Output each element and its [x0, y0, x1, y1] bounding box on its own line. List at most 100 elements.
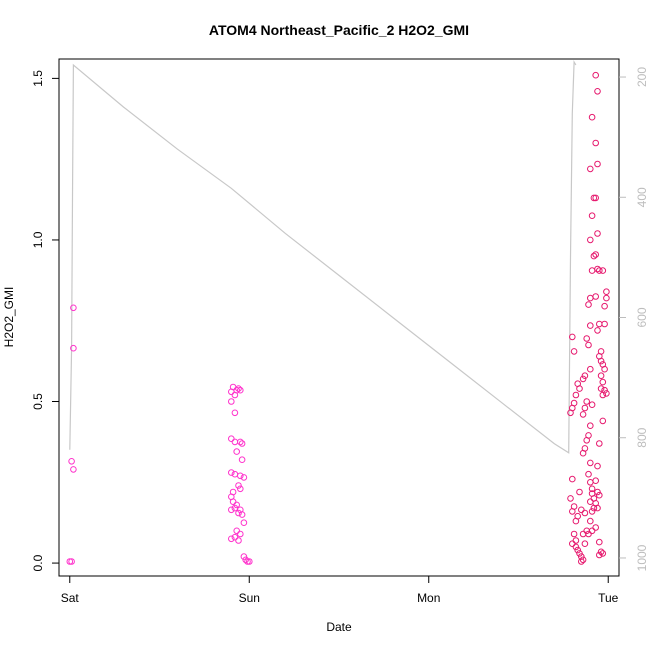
data-point [228, 469, 235, 476]
data-point [587, 422, 594, 430]
data-point [590, 495, 598, 502]
data-point [581, 445, 589, 452]
data-point [570, 399, 578, 407]
x-axis: Sat Sun Mon Tue [61, 575, 619, 605]
data-point [592, 293, 600, 300]
data-point [594, 488, 601, 496]
data-point [587, 236, 594, 244]
data-point [240, 553, 248, 560]
data-point [70, 304, 77, 312]
y-tick-label: 1.0 [31, 231, 45, 248]
data-point [228, 506, 235, 514]
data-point [235, 482, 242, 489]
data-point [585, 301, 592, 308]
data-point [574, 512, 582, 520]
data-point [592, 71, 600, 79]
data-point [231, 409, 239, 417]
x-tick-label: Sat [61, 591, 80, 605]
data-point [592, 194, 600, 202]
y-tick-label: 0.0 [31, 554, 45, 571]
data-point [599, 417, 607, 425]
data-point [587, 479, 594, 486]
data-point [587, 322, 594, 329]
data-point [590, 252, 598, 260]
data-point [587, 517, 594, 525]
data-point [596, 551, 603, 559]
data-point [578, 553, 585, 560]
data-point [567, 409, 574, 417]
data-point [246, 558, 253, 565]
data-point [599, 267, 607, 274]
data-point [592, 139, 600, 147]
data-point [588, 267, 596, 274]
data-point [235, 385, 242, 392]
data-point [237, 386, 244, 394]
data-point [70, 344, 77, 352]
x-tick-label: Tue [598, 591, 619, 605]
data-point [233, 448, 240, 455]
data-point [569, 540, 576, 548]
data-point [244, 558, 251, 565]
data-point [603, 294, 610, 302]
data-point [66, 558, 74, 565]
y-axis: 0.0 0.5 1.0 1.5 [31, 70, 59, 571]
data-point [579, 375, 587, 383]
right-y-axis: 200 400 600 800 1000 [619, 67, 649, 571]
data-point [240, 519, 248, 527]
x-axis-label: Date [326, 620, 352, 634]
data-point [570, 530, 578, 538]
data-point [228, 535, 235, 543]
data-point [576, 385, 583, 392]
right-y-tick-label: 600 [635, 307, 649, 327]
data-point [231, 438, 239, 446]
data-point [594, 462, 601, 470]
data-point [68, 458, 75, 465]
data-point [572, 537, 580, 544]
x-tick-label: Mon [417, 591, 440, 605]
data-point [238, 511, 246, 518]
data-point [599, 378, 607, 386]
data-point [233, 527, 240, 535]
data-point [569, 333, 576, 341]
data-point [587, 294, 594, 302]
data-point [588, 527, 596, 535]
pressure-line-layer [69, 59, 577, 454]
data-point [572, 391, 580, 399]
data-point [588, 113, 596, 121]
data-point [594, 160, 601, 168]
data-point [592, 251, 600, 258]
data-point [585, 341, 592, 349]
y-axis-label: H2O2_GMI [2, 287, 16, 348]
data-point [235, 537, 242, 544]
data-point [603, 390, 610, 397]
data-point [585, 470, 592, 478]
y-tick-label: 0.5 [31, 393, 45, 410]
data-point [70, 466, 77, 473]
data-point [596, 267, 603, 274]
data-point [237, 530, 244, 538]
data-point [592, 477, 600, 485]
right-y-tick-label: 400 [635, 187, 649, 207]
data-point [581, 540, 589, 548]
data-point [596, 538, 603, 546]
chart-title: ATOM4 Northeast_Pacific_2 H2O2_GMI [209, 22, 469, 38]
data-point [233, 386, 240, 394]
data-point [242, 556, 249, 564]
data-point [583, 398, 591, 405]
data-point [587, 498, 594, 506]
data-point [596, 320, 603, 328]
data-point [237, 472, 244, 480]
data-point [588, 401, 596, 409]
data-point [597, 357, 605, 365]
data-point [229, 498, 237, 506]
data-point [238, 440, 246, 447]
data-point [587, 165, 594, 173]
data-point [588, 212, 596, 219]
data-point [569, 475, 576, 483]
data-point [578, 558, 585, 565]
right-y-tick-label: 1000 [635, 544, 649, 571]
data-point [601, 386, 608, 394]
data-point [594, 327, 601, 334]
data-point [237, 438, 244, 446]
data-point [579, 411, 587, 418]
